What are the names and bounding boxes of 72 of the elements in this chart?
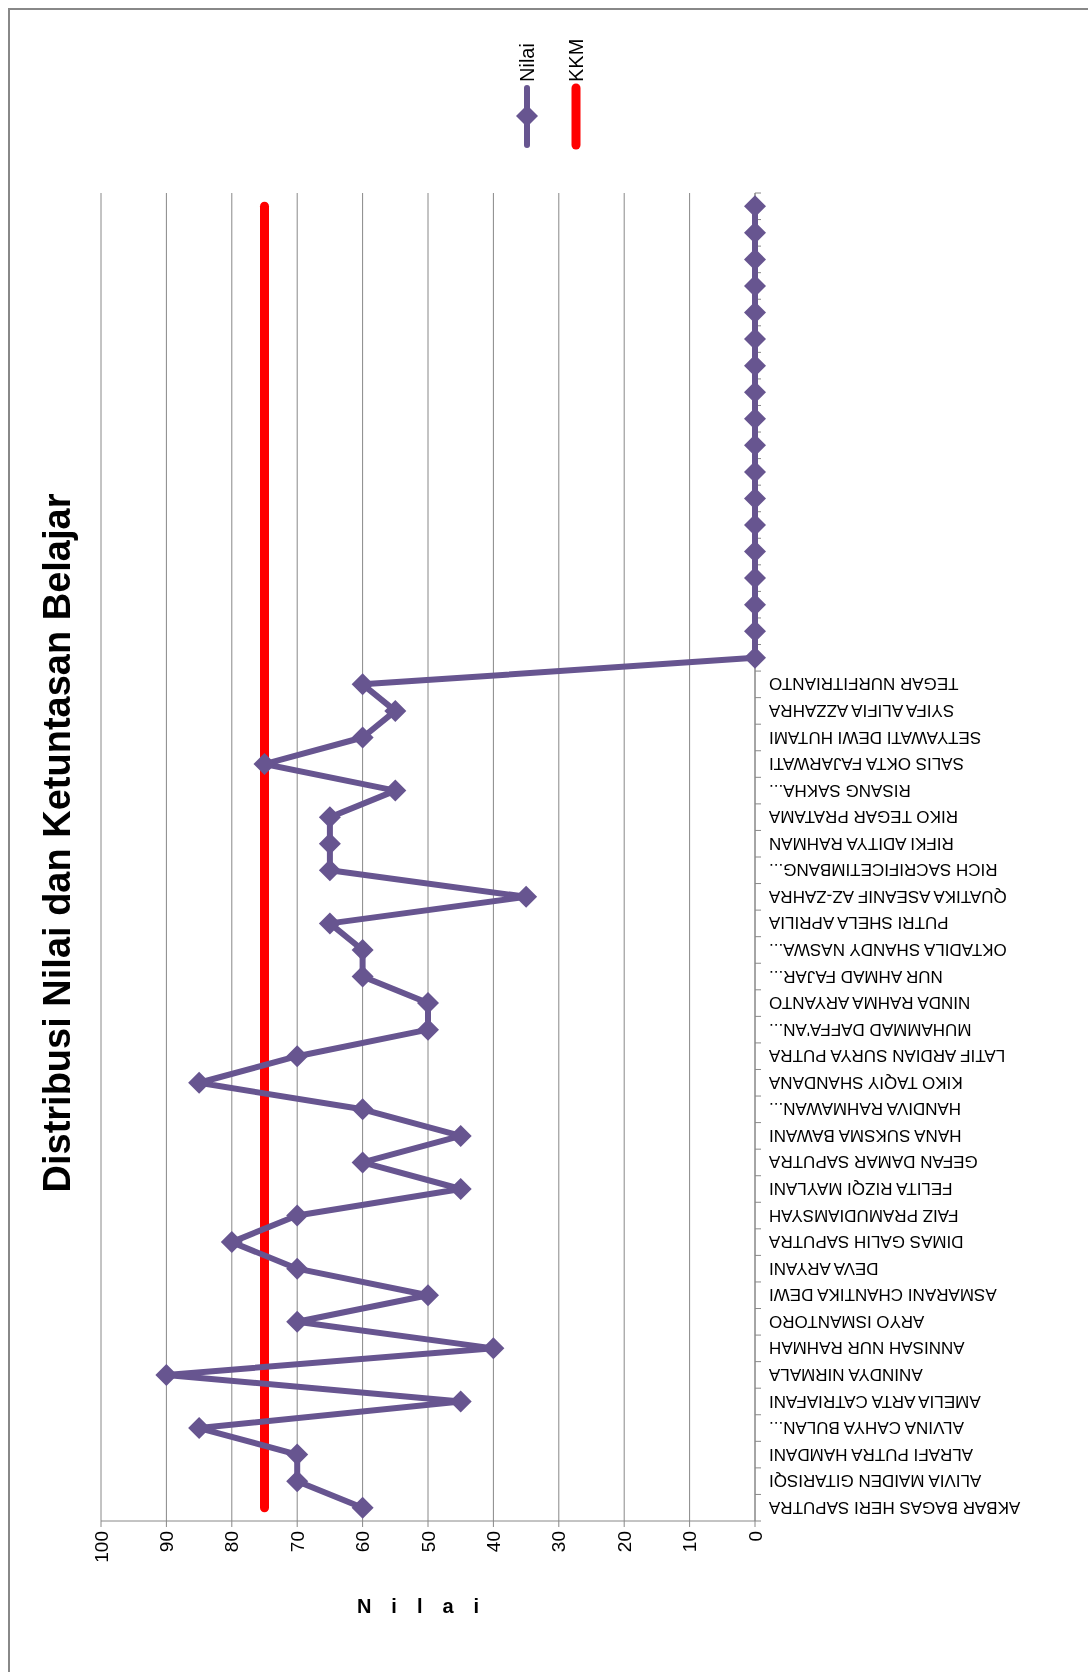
point: [351, 965, 374, 988]
x-tick-label: 70: [286, 1531, 308, 1553]
x-axis-title: Nilai: [356, 1595, 500, 1617]
x-tick-label: 10: [679, 1531, 701, 1553]
point: [351, 1496, 374, 1519]
text: KKM: [565, 38, 587, 82]
x-tick-label: 60: [352, 1531, 374, 1553]
y-tick-label: ANNISAH NUR RAHMAH: [769, 1338, 965, 1358]
text: Nilai: [516, 43, 538, 82]
point: [744, 301, 766, 324]
y-tick-label: SETYAWATI DEWI HUTAMI: [769, 727, 982, 747]
x-tick-label: 0: [744, 1531, 766, 1542]
point: [318, 912, 341, 935]
y-tick-label: RISANG SAKHA...: [769, 780, 911, 800]
y-tick-label: HANDIVA RAHMAWAN...: [769, 1099, 962, 1119]
text: Distribusi Nilai dan Ketuntasan Belajar: [36, 493, 78, 1193]
point: [351, 673, 374, 696]
y-tick-label: GEFAN DAMAR SAPUTRA: [768, 1152, 978, 1172]
point: [351, 938, 374, 961]
y-tick-label: FAIZ PRAMUDIAMSYAH: [769, 1205, 959, 1225]
point: [744, 248, 766, 271]
x-tick-label: 50: [417, 1531, 439, 1553]
point: [744, 487, 766, 510]
x-tick-label: 30: [548, 1531, 570, 1553]
y-tick-label: ALVINA CAHYA BULAN...: [769, 1418, 964, 1438]
point: [744, 540, 766, 563]
y-tick-label: QUATIKA ASEANIF AZ-ZAHRA: [768, 886, 1007, 906]
y-tick-label: FELITA RIZQI MAYLANI: [769, 1179, 953, 1199]
x-tick-label: 80: [221, 1531, 243, 1553]
point: [318, 806, 341, 829]
y-tick-label: HANA SUKSMA BAWANI: [769, 1125, 962, 1145]
y-tick-label: TEGAR NURFITRIANTO: [769, 674, 959, 694]
y-tick-label: NINDA RAHMA ARYANTO: [769, 993, 971, 1013]
y-tick-label: ALIVIA MAIDEN GITARISQI: [769, 1471, 982, 1491]
point: [286, 1045, 309, 1068]
y-tick-label: ARYO ISMANTORO: [769, 1311, 925, 1331]
point: [384, 699, 407, 722]
y-tick-label: ASMARANI CHANTIKA DEWI: [769, 1285, 997, 1305]
y-tick-label: ANINDYA NIRMALA: [768, 1364, 923, 1384]
x-tick-label: 20: [613, 1531, 635, 1553]
y-tick-label: ALRAFI PUTRA HAMDANI: [769, 1444, 974, 1464]
point: [384, 779, 407, 802]
y-tick-label: DEVA ARYANI: [769, 1258, 879, 1278]
y-tick-label: OKTADILA SHANDY NASWA...: [769, 940, 1007, 960]
point: [286, 1443, 309, 1466]
y-tick-label: AMELIA ARTA CATRIAFANI: [769, 1391, 981, 1411]
y-tick-label: AKBAR BAGAS HERI SAPUTRA: [768, 1497, 1021, 1517]
point: [286, 1257, 309, 1280]
point: [318, 832, 341, 855]
y-tick-label: SYIFA ALIFIA AZZAHRA: [768, 700, 955, 720]
x-tick-label: 100: [90, 1531, 112, 1563]
point: [286, 1470, 309, 1493]
y-tick-label: PUTRI SHELA APRILIA: [768, 913, 949, 933]
y-tick-label: LATIF ARDIAN SURYA PUTRA: [768, 1046, 1006, 1066]
y-tick-label: DIMAS GALIH SAPUTRA: [768, 1232, 964, 1252]
x-tick-label: 90: [156, 1531, 178, 1553]
point: [318, 859, 341, 882]
y-tick-label: MUHAMMAD DAFFA'AN...: [769, 1019, 972, 1039]
y-tick-label: RIFKI ADITYA RAHMAN: [769, 833, 954, 853]
y-tick-label: RIKO TEGAR PRATAMA: [768, 807, 958, 827]
y-tick-label: RICH SACRIFICETIMBANG...: [769, 860, 998, 880]
point: [351, 726, 374, 749]
x-tick-label: 40: [483, 1531, 505, 1553]
point: [220, 1231, 243, 1254]
y-tick-label: KIKO TAQIY SHANDANA: [768, 1072, 963, 1092]
point: [515, 885, 538, 908]
y-tick-label: SALIS OKTA FAJARWATI: [769, 754, 964, 774]
y-tick-label: NUR AHMAD FAJAR...: [769, 966, 943, 986]
point: [482, 1337, 505, 1360]
point: [744, 514, 766, 536]
point: [351, 1098, 374, 1121]
point: [286, 1204, 309, 1227]
